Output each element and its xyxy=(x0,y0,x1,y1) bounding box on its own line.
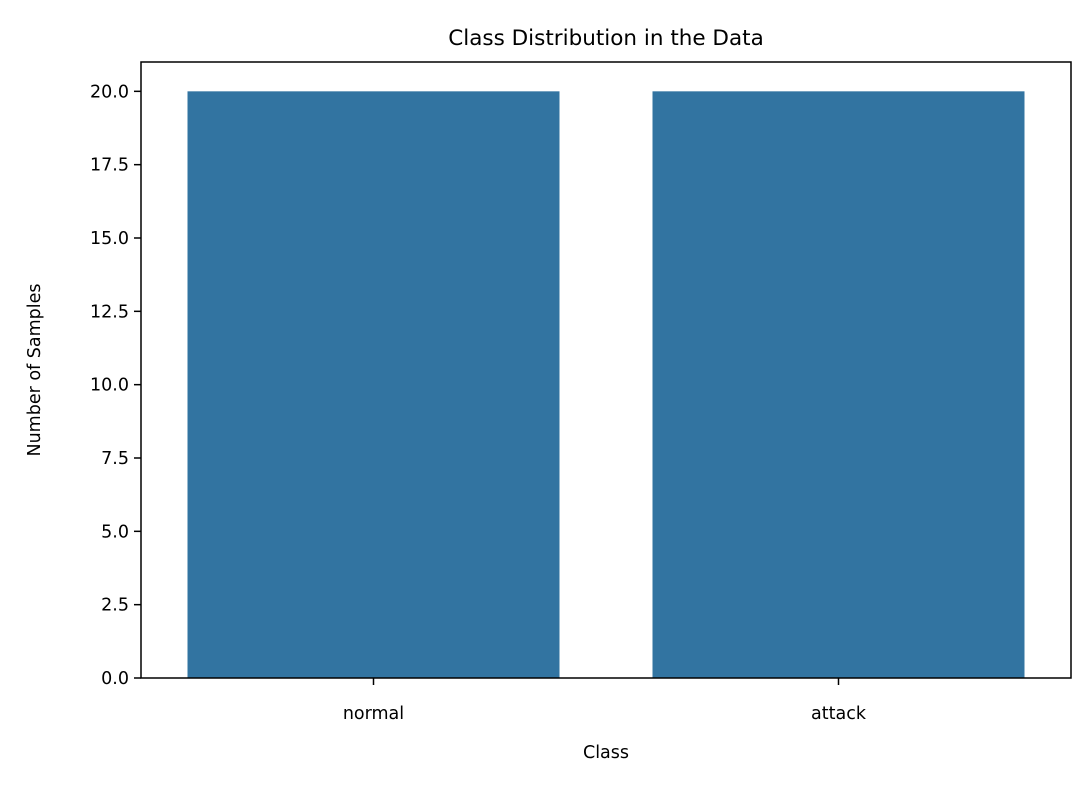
y-tick-label: 2.5 xyxy=(101,596,129,616)
plot-area-frame xyxy=(140,61,1072,679)
bar-normal xyxy=(187,91,560,679)
y-tick-label: 0.0 xyxy=(101,669,129,689)
x-axis-label: Class xyxy=(583,743,629,763)
y-tick-label: 10.0 xyxy=(90,376,129,396)
y-tick-label: 7.5 xyxy=(101,449,129,469)
x-tick-label: attack xyxy=(811,704,867,724)
y-axis-label: Number of Samples xyxy=(25,283,45,456)
x-axis-ticks: normal attack xyxy=(343,678,867,724)
chart-title: Class Distribution in the Data xyxy=(448,26,764,51)
y-tick-label: 5.0 xyxy=(101,522,129,542)
x-tick-label: normal xyxy=(343,704,404,724)
y-tick-label: 20.0 xyxy=(90,82,129,102)
bar-attack xyxy=(652,91,1025,679)
y-tick-label: 17.5 xyxy=(90,156,129,176)
y-tick-label: 15.0 xyxy=(90,229,129,249)
y-tick-label: 12.5 xyxy=(90,302,129,322)
y-axis-ticks: 0.0 2.5 5.0 7.5 10.0 12.5 15.0 17.5 20.0 xyxy=(90,82,141,689)
bars-group xyxy=(187,91,1025,679)
